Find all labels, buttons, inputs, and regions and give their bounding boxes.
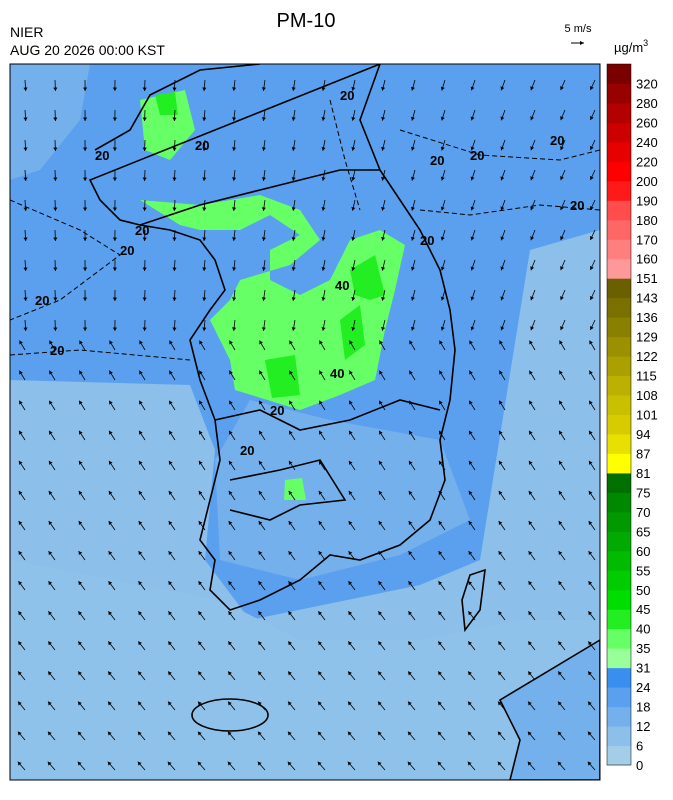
contour-label: 40 bbox=[330, 366, 344, 381]
colorbar-label: 40 bbox=[636, 622, 650, 637]
colorbar-swatch bbox=[607, 200, 631, 220]
colorbar-label: 151 bbox=[636, 271, 658, 286]
contour-label: 40 bbox=[335, 278, 349, 293]
colorbar-swatch bbox=[607, 278, 631, 298]
colorbar-swatch bbox=[607, 239, 631, 259]
colorbar-swatch bbox=[607, 376, 631, 396]
colorbar-label: 24 bbox=[636, 680, 650, 695]
colorbar-label: 320 bbox=[636, 76, 658, 91]
contour-label: 20 bbox=[470, 148, 484, 163]
colorbar-swatch bbox=[607, 220, 631, 240]
colorbar-swatch bbox=[607, 531, 631, 551]
colorbar-label: 81 bbox=[636, 466, 650, 481]
contour-label: 20 bbox=[35, 293, 49, 308]
colorbar-swatch bbox=[607, 259, 631, 279]
colorbar-swatch bbox=[607, 298, 631, 318]
colorbar-label: 75 bbox=[636, 485, 650, 500]
colorbar-label: 122 bbox=[636, 349, 658, 364]
colorbar-label: 136 bbox=[636, 310, 658, 325]
colorbar-label: 280 bbox=[636, 96, 658, 111]
colorbar-swatch bbox=[607, 726, 631, 746]
contour-label: 20 bbox=[270, 403, 284, 418]
colorbar-swatch bbox=[607, 707, 631, 727]
colorbar-label: 18 bbox=[636, 700, 650, 715]
colorbar-label: 65 bbox=[636, 524, 650, 539]
colorbar-label: 94 bbox=[636, 427, 650, 442]
contour-label: 20 bbox=[50, 343, 64, 358]
colorbar-label: 200 bbox=[636, 174, 658, 189]
colorbar-swatch bbox=[607, 395, 631, 415]
colorbar-label: 190 bbox=[636, 193, 658, 208]
colorbar-swatch bbox=[607, 648, 631, 668]
contour-label: 20 bbox=[195, 138, 209, 153]
colorbar: 0 6 12 18 24 31 35 40 45 50 55 60 65 70 75 81 87 94 101 108… bbox=[607, 64, 658, 773]
wind-scale-arrow bbox=[571, 41, 584, 45]
colorbar-label: 70 bbox=[636, 505, 650, 520]
colorbar-swatch bbox=[607, 687, 631, 707]
contour-label: 20 bbox=[430, 153, 444, 168]
colorbar-swatch bbox=[607, 415, 631, 435]
agency: NIER bbox=[10, 24, 43, 40]
contour-label: 20 bbox=[420, 233, 434, 248]
colorbar-label: 35 bbox=[636, 641, 650, 656]
contour-label: 20 bbox=[570, 198, 584, 213]
colorbar-label: 108 bbox=[636, 388, 658, 403]
colorbar-label: 0 bbox=[636, 758, 643, 773]
colorbar-label: 12 bbox=[636, 719, 650, 734]
colorbar-swatch bbox=[607, 317, 631, 337]
colorbar-label: 240 bbox=[636, 135, 658, 150]
contour-label: 20 bbox=[240, 443, 254, 458]
colorbar-swatch bbox=[607, 629, 631, 649]
colorbar-label: 60 bbox=[636, 544, 650, 559]
colorbar-label: 170 bbox=[636, 232, 658, 247]
title: PM-10 bbox=[277, 10, 336, 32]
colorbar-swatch bbox=[607, 551, 631, 571]
unit-sup: 3 bbox=[643, 38, 648, 48]
colorbar-swatch bbox=[607, 590, 631, 610]
unit-base: µg/m bbox=[614, 40, 643, 55]
colorbar-label: 220 bbox=[636, 154, 658, 169]
colorbar-swatch bbox=[607, 337, 631, 357]
colorbar-swatch bbox=[607, 570, 631, 590]
colorbar-label: 129 bbox=[636, 330, 658, 345]
colorbar-swatch bbox=[607, 103, 631, 123]
colorbar-swatch bbox=[607, 83, 631, 103]
contour-label: 20 bbox=[120, 243, 134, 258]
datetime: AUG 20 2026 00:00 KST bbox=[10, 42, 165, 58]
colorbar-swatch bbox=[607, 122, 631, 142]
colorbar-label: 50 bbox=[636, 583, 650, 598]
colorbar-label: 31 bbox=[636, 661, 650, 676]
colorbar-swatch bbox=[607, 668, 631, 688]
colorbar-swatch bbox=[607, 746, 631, 766]
contour-label: 20 bbox=[95, 148, 109, 163]
colorbar-swatch bbox=[607, 512, 631, 532]
colorbar-swatch bbox=[607, 609, 631, 629]
colorbar-swatch bbox=[607, 142, 631, 162]
colorbar-swatch bbox=[607, 492, 631, 512]
colorbar-swatch bbox=[607, 434, 631, 454]
colorbar-label: 55 bbox=[636, 563, 650, 578]
wind-scale-label: 5 m/s bbox=[565, 23, 592, 35]
colorbar-swatch bbox=[607, 181, 631, 201]
colorbar-swatch bbox=[607, 356, 631, 376]
colorbar-label: 45 bbox=[636, 602, 650, 617]
colorbar-label: 260 bbox=[636, 115, 658, 130]
colorbar-label: 115 bbox=[636, 369, 657, 384]
colorbar-label: 6 bbox=[636, 739, 643, 754]
contour-label: 20 bbox=[340, 88, 354, 103]
contour-label: 20 bbox=[135, 223, 149, 238]
colorbar-label: 160 bbox=[636, 252, 658, 267]
contour-label: 20 bbox=[550, 133, 564, 148]
colorbar-swatch bbox=[607, 161, 631, 181]
colorbar-swatch bbox=[607, 453, 631, 473]
colorbar-label: 87 bbox=[636, 446, 650, 461]
colorbar-label: 101 bbox=[636, 408, 658, 423]
colorbar-swatch bbox=[607, 473, 631, 493]
colorbar-label: 180 bbox=[636, 213, 658, 228]
colorbar-label: 143 bbox=[636, 291, 658, 306]
unit: µg/m3 bbox=[614, 38, 648, 55]
colorbar-swatch bbox=[607, 64, 631, 84]
